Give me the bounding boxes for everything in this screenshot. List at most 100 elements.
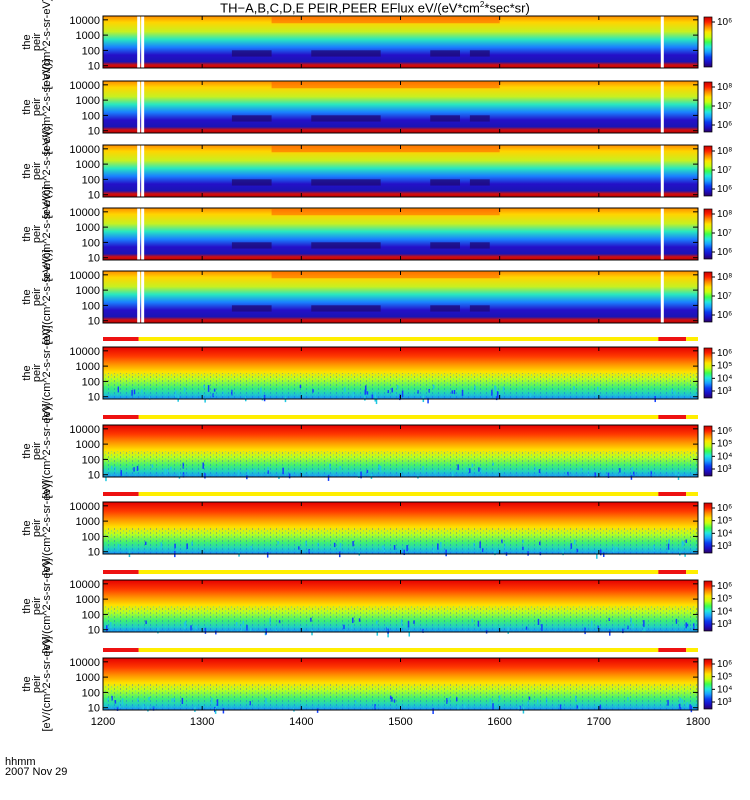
spectrogram-speckle: [266, 552, 269, 558]
y-tick-label: 10000: [69, 144, 100, 156]
spectrogram-dense-region: [469, 115, 490, 122]
mode-bar-5: [103, 648, 698, 652]
spectrogram-fill: [103, 145, 698, 197]
colorbar-tick-label: 10³: [717, 386, 732, 397]
y-axis-label: thepeir[eV/(cm^2-s-sr-eV)]: [21, 187, 53, 282]
mode-bar-segment: [138, 415, 659, 419]
y-tick-label: 10000: [69, 501, 100, 513]
data-gap: [141, 145, 145, 197]
spectrogram-speckle: [327, 474, 330, 481]
colorbar-tick-label: 10⁶: [717, 247, 732, 258]
colorbar: [703, 81, 713, 133]
mode-bar-segment: [686, 648, 698, 652]
y-tick-label: 1000: [76, 672, 100, 684]
y-tick-label: 100: [82, 110, 100, 122]
mode-bar-segment: [658, 337, 687, 341]
colorbar-tick-label: 10⁸: [717, 272, 732, 283]
y-tick-label: 10000: [69, 270, 100, 282]
colorbar-tick-label: 10⁷: [717, 228, 732, 239]
spectrogram-speckle: [204, 397, 206, 403]
y-tick-label: 10: [88, 253, 100, 265]
colorbar: [703, 425, 713, 477]
spectrogram-hot-band: [271, 209, 500, 216]
colorbar-tick-label: 10⁴: [717, 528, 732, 539]
y-tick-label: 100: [82, 237, 100, 249]
spectrogram-hot-band: [271, 272, 500, 279]
data-gap: [660, 208, 664, 260]
spectrogram-dense-region: [311, 179, 381, 186]
y-tick-label: 100: [82, 300, 100, 312]
spectrogram-panel-1: 10 100 1000 10000 thepeir[eV/(cm^2-s-sr-eV)]…: [21, 0, 732, 90]
spectrogram-panel-3: 10 100 1000 10000 thepeir[eV/(cm^2-s-sr-eV)]…: [21, 124, 732, 219]
spectrogram-speckle: [222, 708, 225, 714]
title-prefix: TH−A,B,C,D,E PEIR,PEER EFlux eV/(eV*cm: [220, 0, 480, 16]
y-axis-label: thepeir[eV/(cm^2-s-sr-eV)]: [21, 124, 53, 219]
title-suffix: *sec*sr): [484, 0, 530, 16]
y-tick-label: 1000: [76, 439, 100, 451]
colorbar-tick-label: 10⁶: [717, 184, 732, 195]
x-tick-label: 1400: [289, 716, 313, 728]
spectrogram-fill: [103, 81, 698, 133]
colorbar: [703, 16, 713, 68]
colorbar: [703, 208, 713, 260]
colorbar-tick-label: 10⁸: [717, 146, 732, 157]
spectrogram-texture: [103, 451, 698, 477]
title-sup: 2: [479, 0, 485, 9]
spectrogram-dense-region: [469, 242, 490, 249]
y-tick-label: 100: [82, 454, 100, 466]
y-axis-label: thepeir[eV/(cm^2-s-sr-eV)]: [21, 637, 53, 732]
y-tick-label: 10: [88, 625, 100, 637]
colorbar-tick-label: 10⁶: [717, 659, 732, 670]
mode-bar-segment: [103, 570, 139, 574]
spectrogram-speckle: [684, 552, 686, 557]
colorbar-tick-label: 10⁶: [717, 426, 732, 437]
spectrogram-speckle: [408, 629, 411, 637]
colorbar-tick-label: 10³: [717, 697, 732, 708]
y-tick-label: 1000: [76, 594, 100, 606]
mode-bar-3: [103, 492, 698, 496]
x-tick-label: 1300: [190, 716, 214, 728]
spectrogram-hot-band: [271, 146, 500, 153]
colorbar-tick-label: 10³: [717, 464, 732, 475]
mode-bar-segment: [103, 492, 139, 496]
y-tick-label: 10000: [69, 579, 100, 591]
spectrogram-speckle: [630, 475, 633, 480]
y-tick-label: 10: [88, 703, 100, 715]
data-gap: [660, 81, 664, 133]
colorbar-tick-label: 10⁵: [717, 594, 732, 605]
spectrogram-dense-region: [311, 242, 381, 249]
spectrogram-dense-region: [469, 305, 490, 312]
mode-bar-1: [103, 337, 698, 341]
data-gap: [141, 208, 145, 260]
spectrogram-speckle: [214, 708, 217, 714]
data-gap: [137, 145, 141, 197]
spectrogram-dense-region: [430, 242, 460, 249]
colorbar-tick-label: 10⁶: [717, 120, 732, 131]
spectrogram-speckle: [387, 630, 389, 638]
mode-bar-segment: [658, 648, 687, 652]
mode-bar-segment: [138, 337, 659, 341]
colorbar-tick-label: 10⁶: [717, 310, 732, 321]
spectrogram-panel-4: 10 100 1000 10000 thepeir[eV/(cm^2-s-sr-eV)]…: [21, 187, 732, 282]
colorbar-tick-label: 10⁸: [717, 82, 732, 93]
y-tick-label: 1000: [76, 30, 100, 42]
spectrogram-dense-region: [231, 242, 272, 249]
y-tick-label: 1000: [76, 285, 100, 297]
data-gap: [137, 271, 141, 323]
data-gap: [137, 16, 141, 68]
y-tick-label: 1000: [76, 361, 100, 373]
y-tick-label: 100: [82, 45, 100, 57]
mode-bar-segment: [138, 570, 659, 574]
spectrogram-dense-region: [430, 115, 460, 122]
mode-bar-segment: [686, 570, 698, 574]
spectrogram-dense-region: [231, 50, 272, 57]
colorbar-tick-label: 10⁸: [717, 209, 732, 220]
y-tick-label: 1000: [76, 95, 100, 107]
y-axis-label: thepeir[eV/(cm^2-s-sr-eV)]: [21, 404, 53, 499]
y-tick-label: 100: [82, 609, 100, 621]
spectrogram-speckle: [375, 397, 378, 405]
spectrogram-texture: [103, 373, 698, 399]
mode-bar-segment: [138, 648, 659, 652]
y-tick-label: 1000: [76, 159, 100, 171]
